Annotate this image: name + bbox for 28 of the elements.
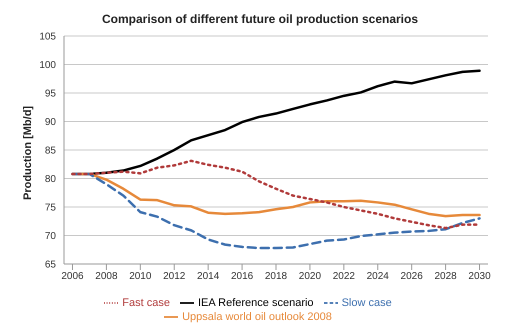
y-tick-label: 70: [44, 231, 56, 242]
y-tick-label: 85: [44, 146, 56, 157]
x-tick-label: 2018: [264, 271, 288, 282]
legend-label: IEA Reference scenario: [198, 296, 314, 309]
y-tick-label: 100: [39, 60, 56, 72]
y-tick-label: 65: [44, 260, 56, 271]
x-tick-label: 2022: [332, 271, 356, 282]
y-axis-title: Production [Mb/d]: [22, 106, 34, 200]
x-tick-label: 2008: [95, 271, 118, 282]
x-tick-label: 2028: [434, 271, 458, 282]
y-tick-label: 75: [44, 202, 56, 214]
legend-label: Slow case: [342, 296, 392, 309]
x-tick-label: 2024: [366, 271, 390, 282]
y-tick-label: 90: [44, 117, 56, 128]
legend-label: Fast case: [122, 296, 170, 309]
x-tick-label: 2010: [129, 271, 152, 282]
x-tick-label: 2030: [468, 271, 492, 282]
y-tick-label: 105: [39, 32, 56, 43]
x-tick-label: 2016: [230, 271, 254, 282]
y-tick-label: 95: [44, 88, 56, 100]
x-tick-label: 2012: [163, 271, 186, 282]
x-tick-label: 2026: [400, 271, 424, 282]
x-tick-label: 2006: [61, 271, 84, 282]
x-tick-label: 2020: [298, 271, 322, 282]
x-tick-label: 2014: [197, 271, 220, 282]
legend-label: Uppsala world oil outlook 2008: [182, 310, 332, 323]
chart-title: Comparison of different future oil production scenarios: [100, 11, 420, 28]
y-tick-label: 80: [44, 174, 56, 186]
